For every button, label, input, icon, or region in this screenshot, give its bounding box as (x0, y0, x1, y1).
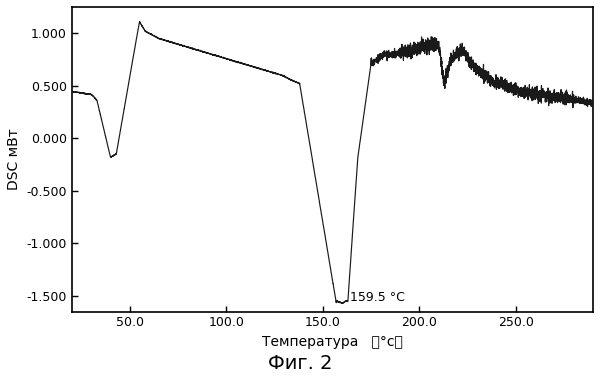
Text: 159.5 °C: 159.5 °C (350, 291, 405, 304)
X-axis label: Температура   〈°c〉: Температура 〈°c〉 (262, 335, 403, 349)
Y-axis label: DSC мВт: DSC мВт (7, 128, 21, 190)
Text: Фиг. 2: Фиг. 2 (268, 354, 332, 373)
